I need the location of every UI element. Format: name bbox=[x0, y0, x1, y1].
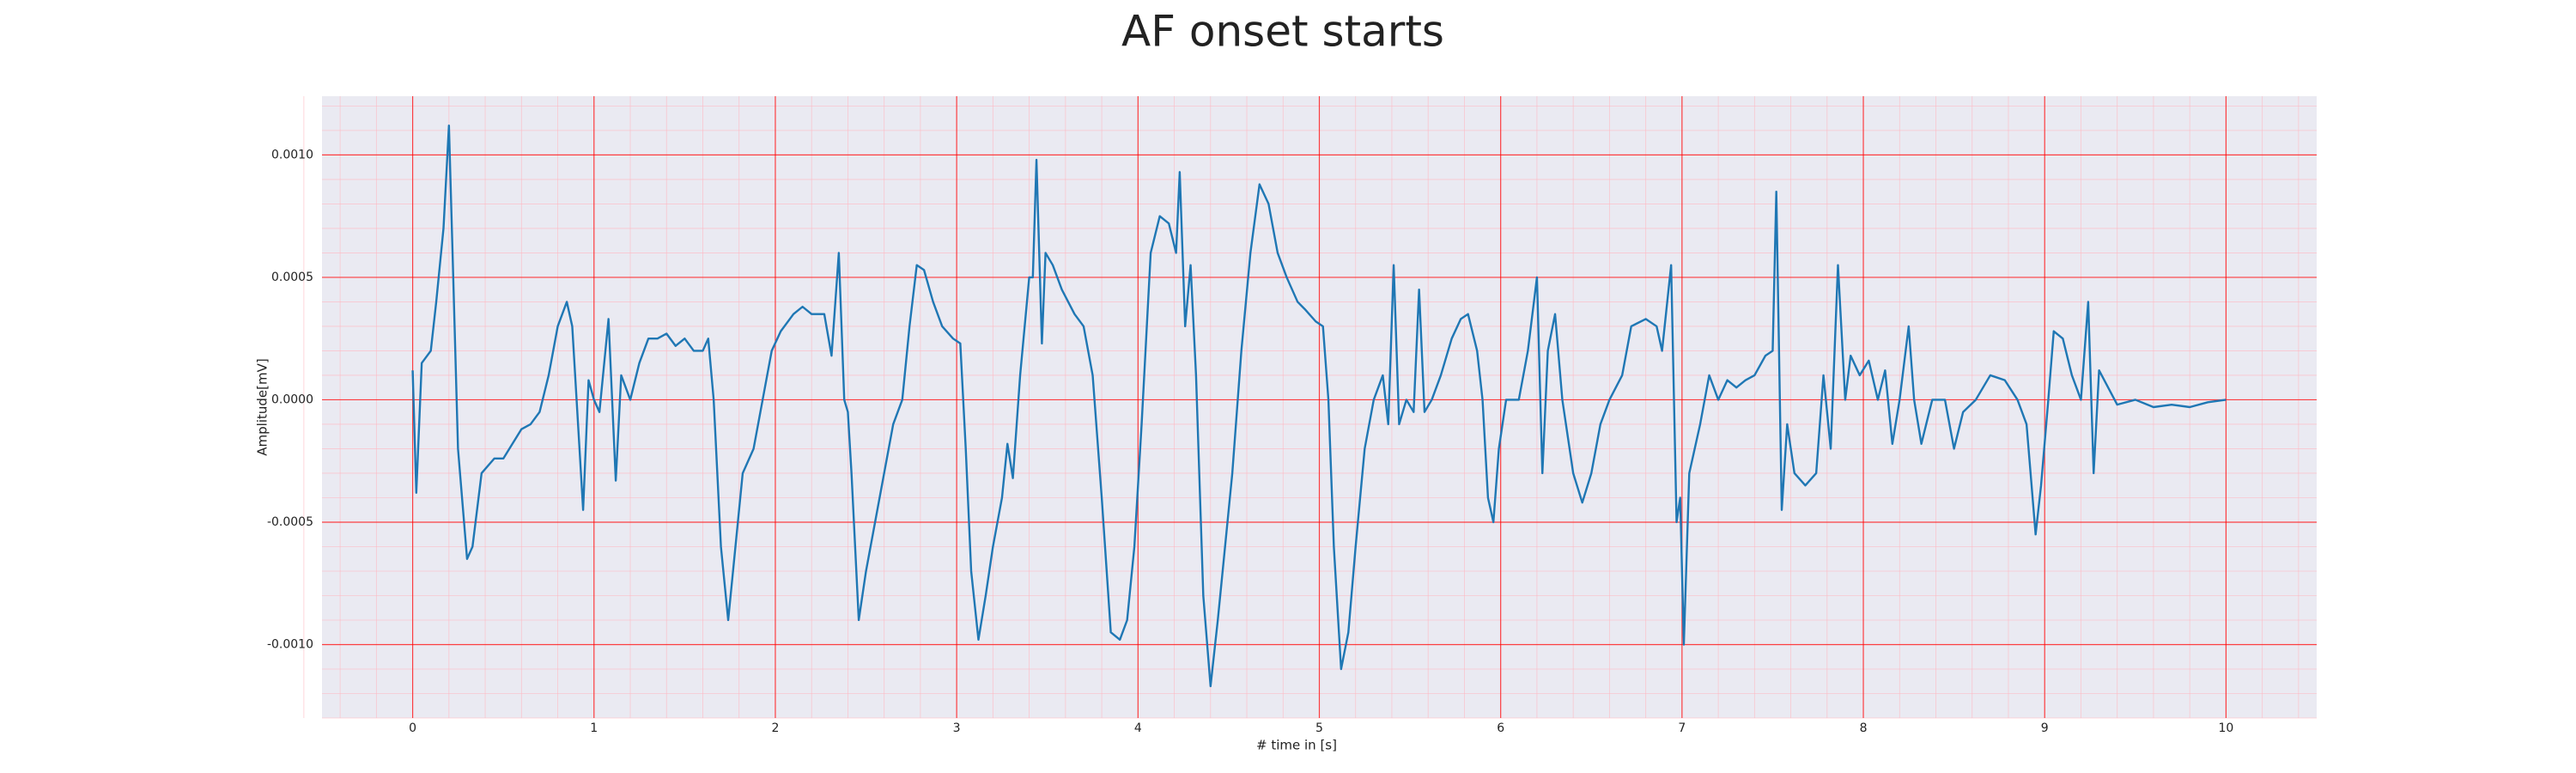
x-tick-label: 2 bbox=[771, 721, 779, 735]
y-tick-label: 0.0005 bbox=[271, 271, 313, 284]
y-tick-label: 0.0000 bbox=[271, 393, 313, 406]
y-tick-label: -0.0010 bbox=[267, 637, 313, 651]
y-tick-label: 0.0010 bbox=[271, 148, 313, 161]
x-tick-label: 3 bbox=[953, 721, 961, 735]
x-tick-label: 9 bbox=[2041, 721, 2049, 735]
x-tick-label: 8 bbox=[1860, 721, 1868, 735]
x-tick-label: 7 bbox=[1678, 721, 1686, 735]
signal-line bbox=[411, 125, 2227, 688]
x-tick-label: 10 bbox=[2218, 721, 2233, 735]
x-tick-label: 0 bbox=[409, 721, 416, 735]
x-tick-label: 5 bbox=[1315, 721, 1323, 735]
x-tick-label: 4 bbox=[1134, 721, 1142, 735]
x-tick-label: 1 bbox=[590, 721, 598, 735]
x-tick-label: 6 bbox=[1497, 721, 1504, 735]
y-tick-label: -0.0005 bbox=[267, 515, 313, 529]
x-axis-label: # time in [s] bbox=[1256, 738, 1337, 753]
chart-title: AF onset starts bbox=[1121, 7, 1444, 57]
y-axis-label: Amplitude[mV] bbox=[255, 358, 270, 455]
